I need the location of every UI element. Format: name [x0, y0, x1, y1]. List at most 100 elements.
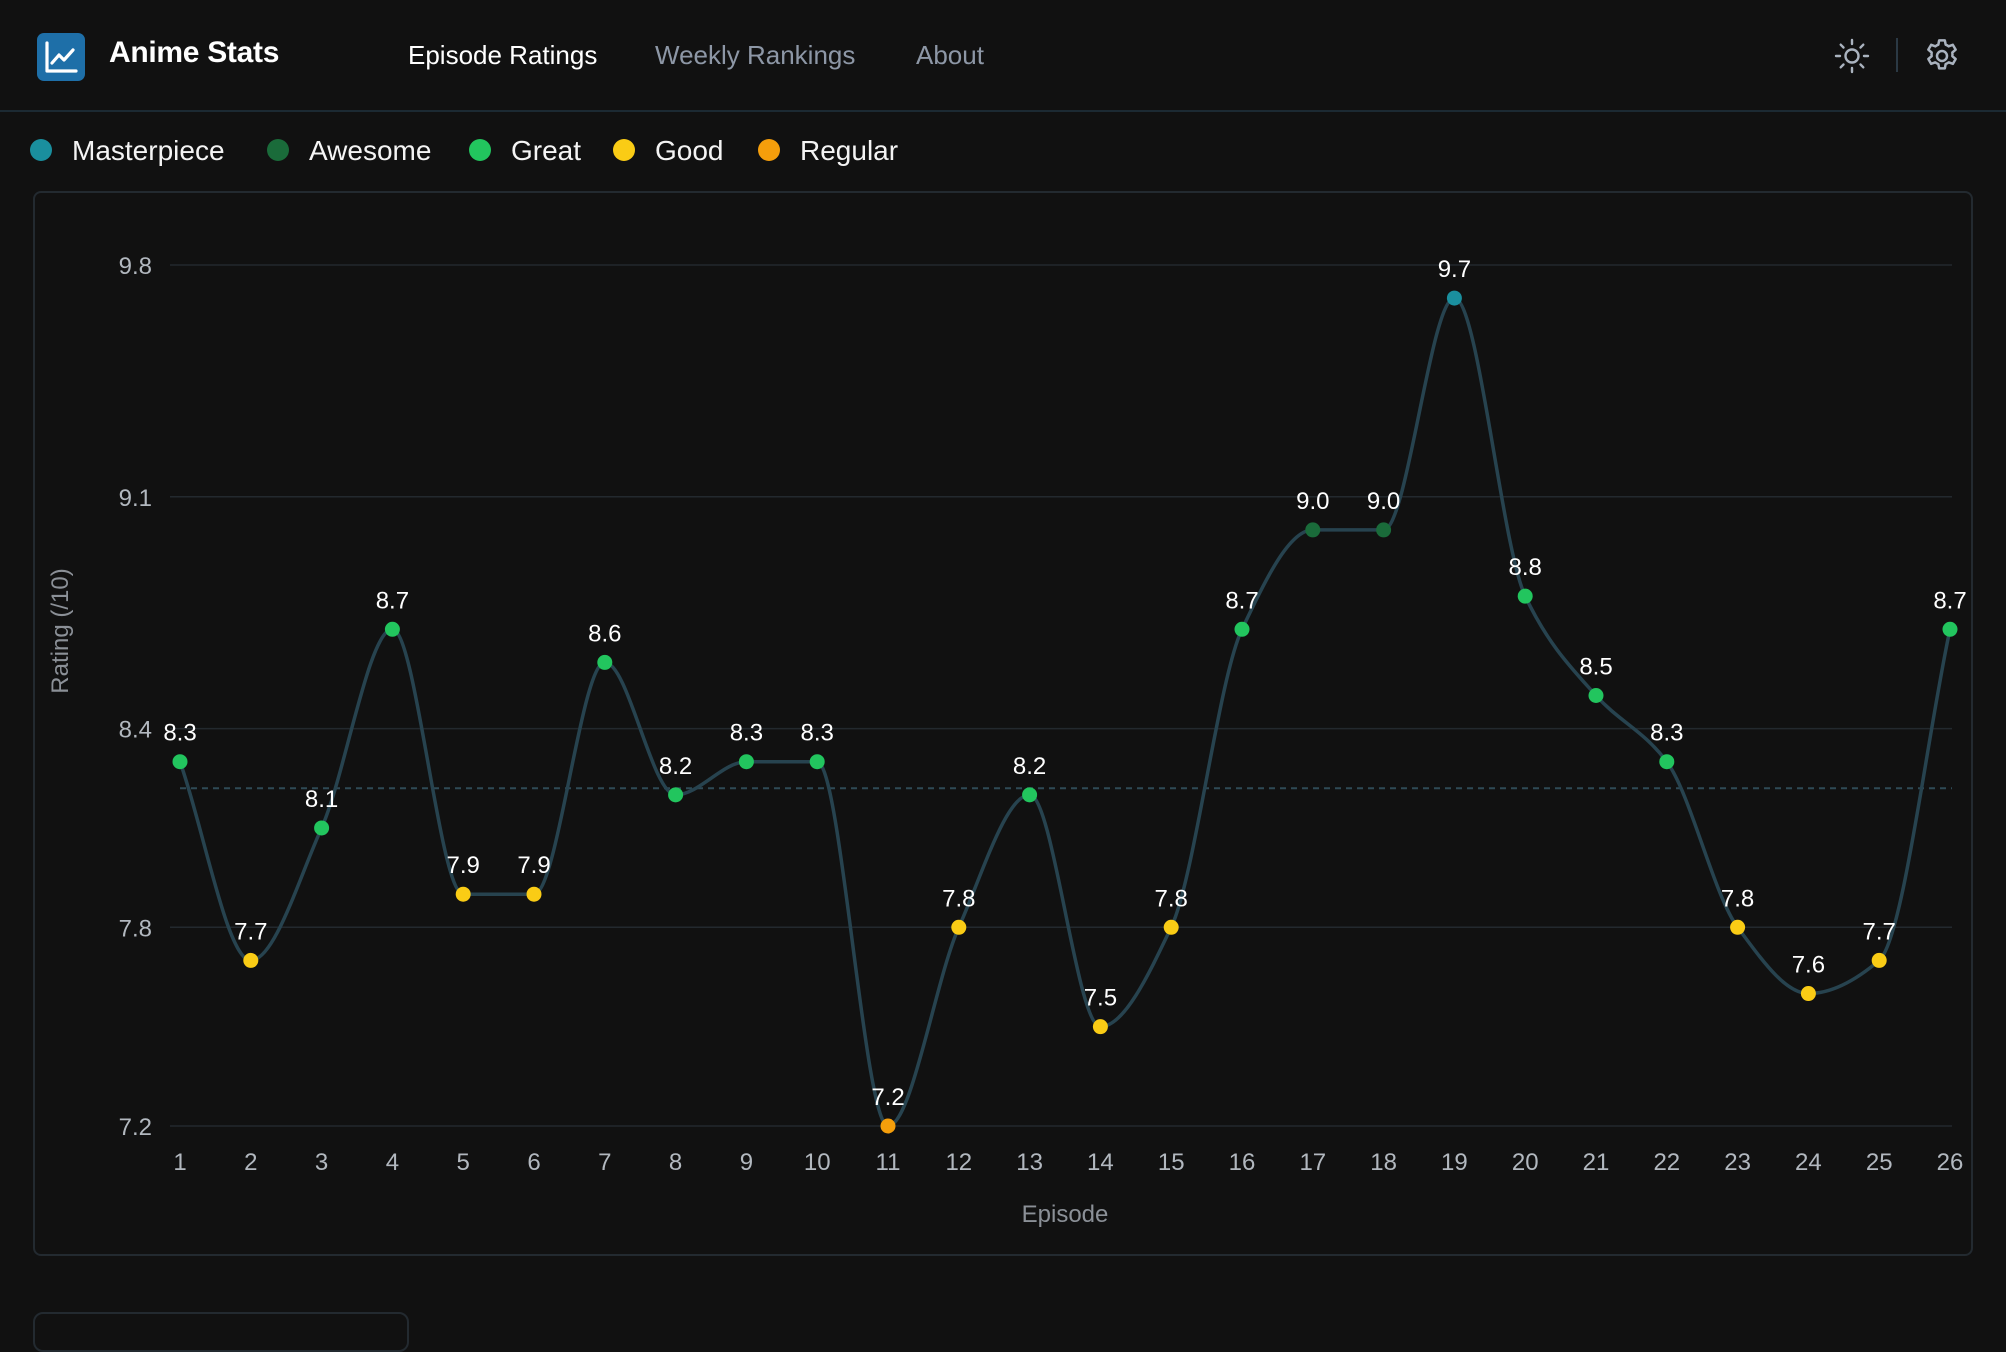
legend-dot [30, 139, 52, 161]
x-tick-label: 1 [173, 1149, 186, 1176]
data-point [1446, 290, 1462, 306]
data-point [172, 754, 188, 770]
data-label: 7.8 [1721, 885, 1754, 912]
data-point [1588, 688, 1604, 703]
x-tick-label: 21 [1583, 1149, 1610, 1176]
data-point [597, 654, 613, 670]
x-tick-label: 23 [1724, 1149, 1751, 1176]
episode-ratings-chart: 7.2 7.8 8.4 9.1 9.8 1 2 3 4 5 6 7 8 9 10 11 12 13 14 15 16 17… [33, 191, 1973, 1256]
y-tick-label: 7.2 [119, 1114, 152, 1141]
x-tick-label: 7 [598, 1149, 611, 1176]
data-point [1163, 919, 1179, 935]
x-tick-label: 13 [1016, 1149, 1043, 1176]
data-point [1305, 522, 1321, 538]
rating-line [178, 296, 1952, 1128]
y-tick-label: 9.8 [119, 253, 152, 280]
legend-label: Masterpiece [72, 135, 225, 166]
data-label: 8.5 [1579, 654, 1612, 681]
x-tick-label: 15 [1158, 1149, 1185, 1176]
data-point [1730, 919, 1746, 935]
header-divider [1896, 38, 1898, 72]
line-chart-svg: 7.27.88.49.19.81 2 3 4 5 6 7 8 9 10 11 12 13 14 15 16 17… [47, 253, 1967, 1228]
data-point [1800, 986, 1816, 1002]
x-tick-label: 11 [876, 1149, 901, 1176]
data-label: 8.1 [305, 786, 338, 813]
x-tick-label: 6 [527, 1149, 540, 1176]
data-point [1942, 621, 1958, 637]
legend-label: Awesome [309, 135, 432, 166]
data-point [455, 886, 471, 902]
data-label: 9.7 [1438, 256, 1471, 283]
data-label: 8.7 [1225, 587, 1258, 614]
data-label: 9.0 [1367, 488, 1400, 515]
data-label: 7.5 [1084, 985, 1117, 1012]
data-label: 7.8 [942, 885, 975, 912]
x-tick-label: 8 [669, 1149, 682, 1176]
data-point [1659, 754, 1675, 770]
x-tick-label: 18 [1370, 1149, 1397, 1176]
x-tick-label: 3 [315, 1149, 328, 1176]
x-tick-label: 5 [457, 1149, 470, 1176]
data-label: 7.9 [447, 852, 480, 879]
x-tick-label: 26 [1937, 1149, 1964, 1176]
y-tick-label: 9.1 [119, 485, 152, 512]
data-label: 8.7 [1933, 587, 1966, 614]
data-label: 8.7 [376, 587, 409, 614]
data-label: 8.3 [730, 720, 763, 747]
x-tick-label: 4 [386, 1149, 399, 1176]
data-point [1376, 522, 1392, 538]
data-point [880, 1118, 896, 1134]
data-label: 7.8 [1155, 885, 1188, 912]
data-label: 9.0 [1296, 488, 1329, 515]
data-point [526, 886, 542, 902]
data-label: 8.3 [163, 720, 196, 747]
data-point [314, 820, 330, 836]
nav-episode-ratings[interactable]: Episode Ratings [408, 40, 598, 70]
legend-label: Good [655, 135, 724, 166]
x-tick-label: 24 [1795, 1149, 1822, 1176]
data-point [951, 919, 967, 935]
data-label: 7.9 [517, 852, 550, 879]
legend-dot [267, 139, 289, 161]
x-tick-label: 9 [740, 1149, 753, 1176]
data-label: 8.2 [659, 753, 692, 780]
legend-label: Great [511, 135, 582, 166]
x-tick-label: 20 [1512, 1149, 1539, 1176]
data-label: 7.7 [234, 918, 267, 945]
data-point [243, 952, 259, 968]
x-tick-label: 17 [1299, 1149, 1326, 1176]
data-label: 7.6 [1792, 952, 1825, 979]
data-point [1517, 588, 1533, 604]
gear-icon[interactable] [1922, 36, 1962, 76]
data-point [1022, 787, 1038, 803]
nav-weekly-rankings[interactable]: Weekly Rankings [655, 40, 856, 70]
data-point [809, 754, 825, 770]
x-tick-label: 12 [945, 1149, 972, 1176]
bottom-card [33, 1312, 409, 1352]
sun-icon[interactable] [1832, 36, 1872, 76]
data-label: 8.3 [1650, 720, 1683, 747]
legend-label: Regular [800, 135, 899, 166]
legend-dot [613, 139, 635, 161]
data-point [1871, 952, 1887, 968]
x-tick-label: 19 [1441, 1149, 1468, 1176]
data-point [738, 754, 754, 770]
data-point [1234, 621, 1250, 637]
x-tick-label: 10 [804, 1149, 831, 1176]
x-tick-label: 25 [1866, 1149, 1893, 1176]
x-axis-title: Episode [1022, 1201, 1109, 1228]
data-label: 8.3 [801, 720, 834, 747]
y-tick-label: 7.8 [119, 915, 152, 942]
app-title[interactable]: Anime Stats [109, 36, 280, 69]
data-point [668, 787, 684, 803]
top-navigation-bar: Anime Stats Episode Ratings Weekly Ranki… [0, 0, 2006, 112]
data-label: 7.2 [871, 1084, 904, 1111]
x-tick-label: 2 [244, 1149, 257, 1176]
x-tick-label: 16 [1229, 1149, 1256, 1176]
y-axis-title: Rating (/10) [47, 568, 74, 693]
data-point [384, 621, 400, 637]
data-label: 7.7 [1863, 918, 1896, 945]
nav-about[interactable]: About [916, 40, 984, 70]
line-chart-icon[interactable] [37, 33, 85, 81]
data-point [1092, 1019, 1108, 1035]
